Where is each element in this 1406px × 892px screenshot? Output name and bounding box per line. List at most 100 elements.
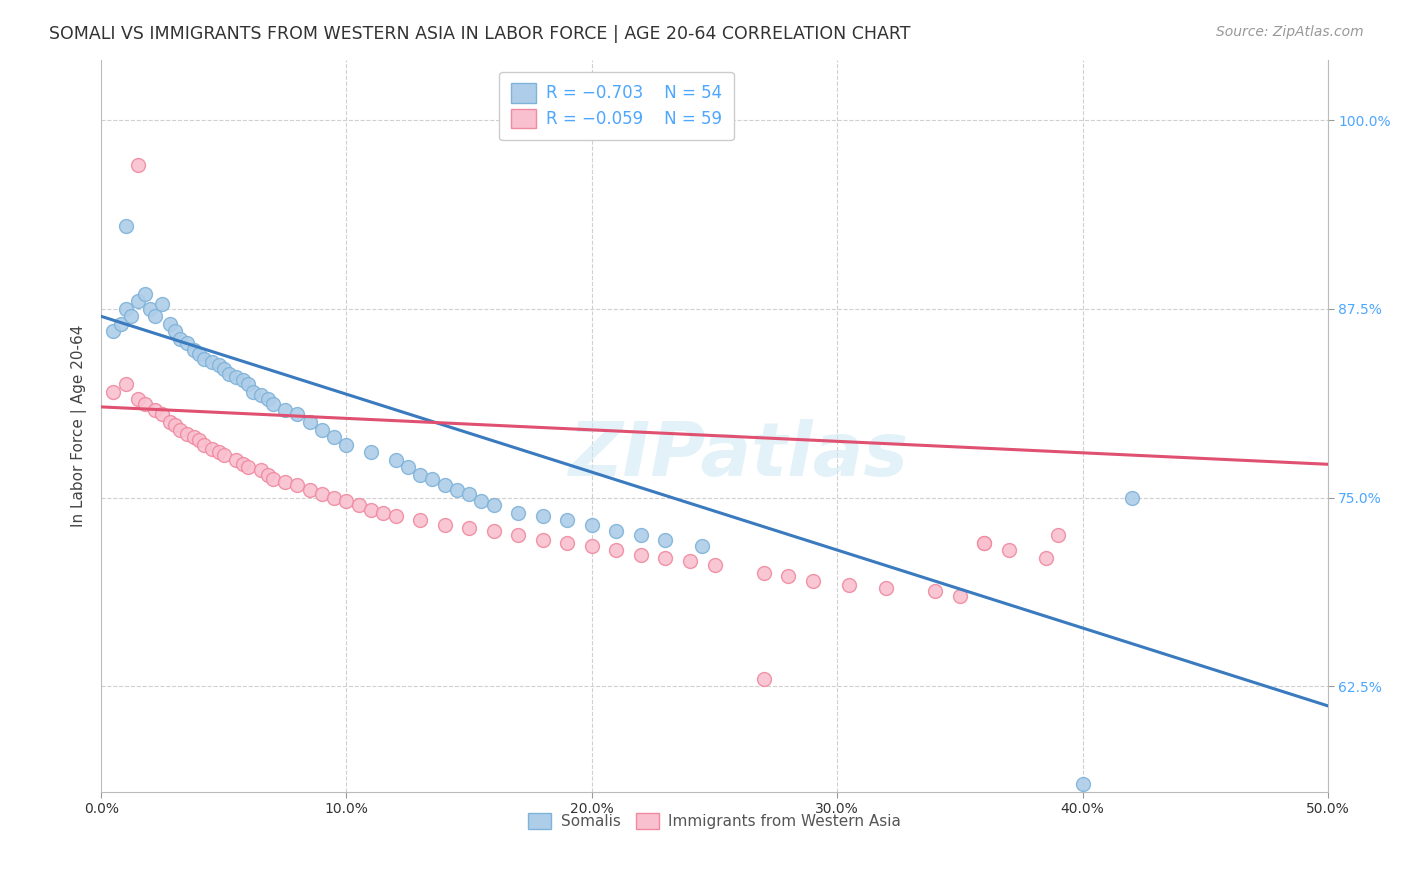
Point [159,415,181,429]
Point [163,325,186,339]
Point [152,297,174,311]
Point [242,384,264,399]
Point [752,672,775,686]
Point [838,578,860,592]
Point [127,294,149,309]
Point [159,317,181,331]
Point [1121,491,1143,505]
Point [225,452,247,467]
Point [188,347,211,361]
Point [373,506,395,520]
Text: Source: ZipAtlas.com: Source: ZipAtlas.com [1216,25,1364,39]
Point [458,487,481,501]
Point [422,472,444,486]
Point [654,533,676,547]
Point [335,437,357,451]
Point [183,343,205,357]
Point [703,558,725,573]
Point [508,506,530,520]
Point [998,543,1021,558]
Point [127,392,149,407]
Point [114,377,136,392]
Point [458,521,481,535]
Point [360,445,382,459]
Point [120,310,142,324]
Point [752,566,775,580]
Point [384,452,406,467]
Point [257,467,280,482]
Point [801,574,824,588]
Point [114,301,136,316]
Point [508,528,530,542]
Point [778,569,800,583]
Point [409,467,432,482]
Point [249,463,271,477]
Point [225,369,247,384]
Point [446,483,468,497]
Text: SOMALI VS IMMIGRANTS FROM WESTERN ASIA IN LABOR FORCE | AGE 20-64 CORRELATION CH: SOMALI VS IMMIGRANTS FROM WESTERN ASIA I… [49,25,911,43]
Point [298,483,321,497]
Point [949,589,972,603]
Point [287,478,309,492]
Point [143,310,166,324]
Point [188,433,211,447]
Point [218,367,240,381]
Point [679,554,702,568]
Point [433,478,456,492]
Point [208,358,231,372]
Point [557,513,579,527]
Point [924,584,946,599]
Point [581,539,603,553]
Text: ZIPatlas: ZIPatlas [569,418,910,491]
Point [257,392,280,407]
Point [208,445,231,459]
Point [262,472,284,486]
Point [409,513,432,527]
Y-axis label: In Labor Force | Age 20-64: In Labor Force | Age 20-64 [72,325,87,527]
Point [335,493,357,508]
Point [581,517,603,532]
Point [238,460,260,475]
Point [323,430,346,444]
Point [169,423,191,437]
Point [232,373,254,387]
Point [360,502,382,516]
Point [605,524,627,538]
Point [396,460,419,475]
Point [384,508,406,523]
Point [176,427,198,442]
Point [134,286,156,301]
Point [143,403,166,417]
Point [287,408,309,422]
Point [232,457,254,471]
Point [163,417,186,432]
Point [311,423,333,437]
Point [274,475,297,490]
Point [183,430,205,444]
Point [973,536,995,550]
Point [262,397,284,411]
Point [875,581,897,595]
Point [212,362,235,376]
Point [200,354,222,368]
Point [605,543,627,558]
Point [193,437,215,451]
Point [139,301,162,316]
Point [127,158,149,172]
Point [347,498,370,512]
Legend: Somalis, Immigrants from Western Asia: Somalis, Immigrants from Western Asia [523,807,907,836]
Point [169,332,191,346]
Point [1035,550,1057,565]
Point [690,539,713,553]
Point [482,498,505,512]
Point [973,536,995,550]
Point [630,548,652,562]
Point [152,408,174,422]
Point [103,384,125,399]
Point [1047,528,1070,542]
Point [323,491,346,505]
Point [531,508,554,523]
Point [470,493,492,508]
Point [103,325,125,339]
Point [630,528,652,542]
